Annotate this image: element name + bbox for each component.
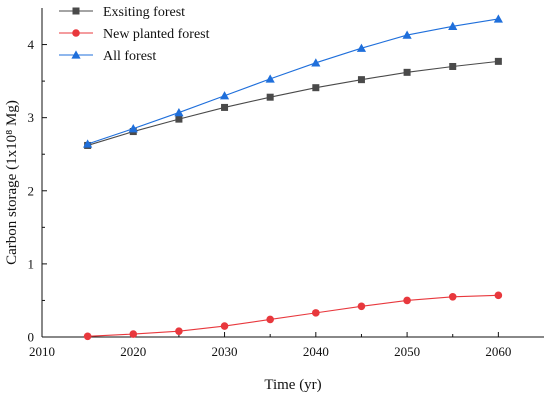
data-point-exsiting-forest [357,76,365,84]
data-point-exsiting-forest [494,57,502,65]
legend-marker [71,50,81,59]
legend: Exsiting forest New planted forest All for… [59,5,210,64]
data-point-exsiting-forest [403,68,411,76]
data-point-all-forest [402,30,412,39]
data-point-all-forest [356,43,367,52]
series-line-new-planted-forest [87,294,499,337]
data-point-exsiting-forest [221,103,229,111]
data-point-all-forest [219,91,230,100]
data-point-exsiting-forest [175,115,183,123]
data-point-new-planted-forest [129,330,138,338]
legend-marker [72,7,80,15]
data-point-new-planted-forest [312,309,320,317]
x-tick-label: 2060 [485,344,511,359]
y-tick-label: 0 [28,330,35,345]
data-point-all-forest [174,107,184,117]
y-tick-label: 1 [28,256,35,271]
data-point-new-planted-forest [403,296,411,305]
data-point-new-planted-forest [220,322,229,330]
data-point-new-planted-forest [266,315,274,324]
legend-item-new-planted-forest: New planted forest [59,27,210,42]
x-tick-label: 2050 [394,344,420,359]
data-point-all-forest [83,139,93,148]
x-tick-label: 2010 [29,344,55,359]
data-point-new-planted-forest [175,327,183,335]
legend-label: New planted forest [103,27,210,42]
x-tick-label: 2040 [303,344,329,359]
data-point-exsiting-forest [312,84,320,92]
legend-item-all-forest: All forest [59,49,156,64]
legend-label: All forest [103,49,156,64]
data-point-exsiting-forest [449,62,457,70]
data-point-exsiting-forest [266,93,274,101]
x-axis-label: Time (yr) [264,377,321,393]
x-tick-label: 2030 [212,344,238,359]
data-point-all-forest [493,14,503,23]
axes [41,8,544,338]
x-tick-label: 2020 [120,344,146,359]
data-point-all-forest [311,58,321,67]
series-all-forest [83,14,503,148]
series-line-exsiting-forest [87,60,499,146]
data-point-new-planted-forest [448,292,457,301]
y-tick-label: 3 [28,110,35,125]
data-point-new-planted-forest [494,291,503,300]
legend-label: Exsiting forest [103,5,185,20]
legend-marker [72,29,80,37]
data-point-all-forest [448,21,458,30]
series-new-planted-forest [83,291,503,341]
series-layer [83,14,503,341]
data-point-new-planted-forest [83,332,92,341]
legend-item-exsiting-forest: Exsiting forest [59,5,185,20]
y-tick-label: 4 [28,37,35,52]
data-point-new-planted-forest [357,302,366,311]
series-exsiting-forest [84,57,502,149]
y-tick-label: 2 [28,183,35,198]
data-point-all-forest [128,124,138,133]
y-ticks: 0 1 2 3 4 [28,37,47,345]
x-ticks: 2010 2020 2030 2040 2050 2060 [29,332,511,359]
series-line-all-forest [87,18,499,145]
y-axis-label: Carbon storage (1x10⁸ Mg) [4,100,20,265]
data-point-all-forest [265,74,275,83]
